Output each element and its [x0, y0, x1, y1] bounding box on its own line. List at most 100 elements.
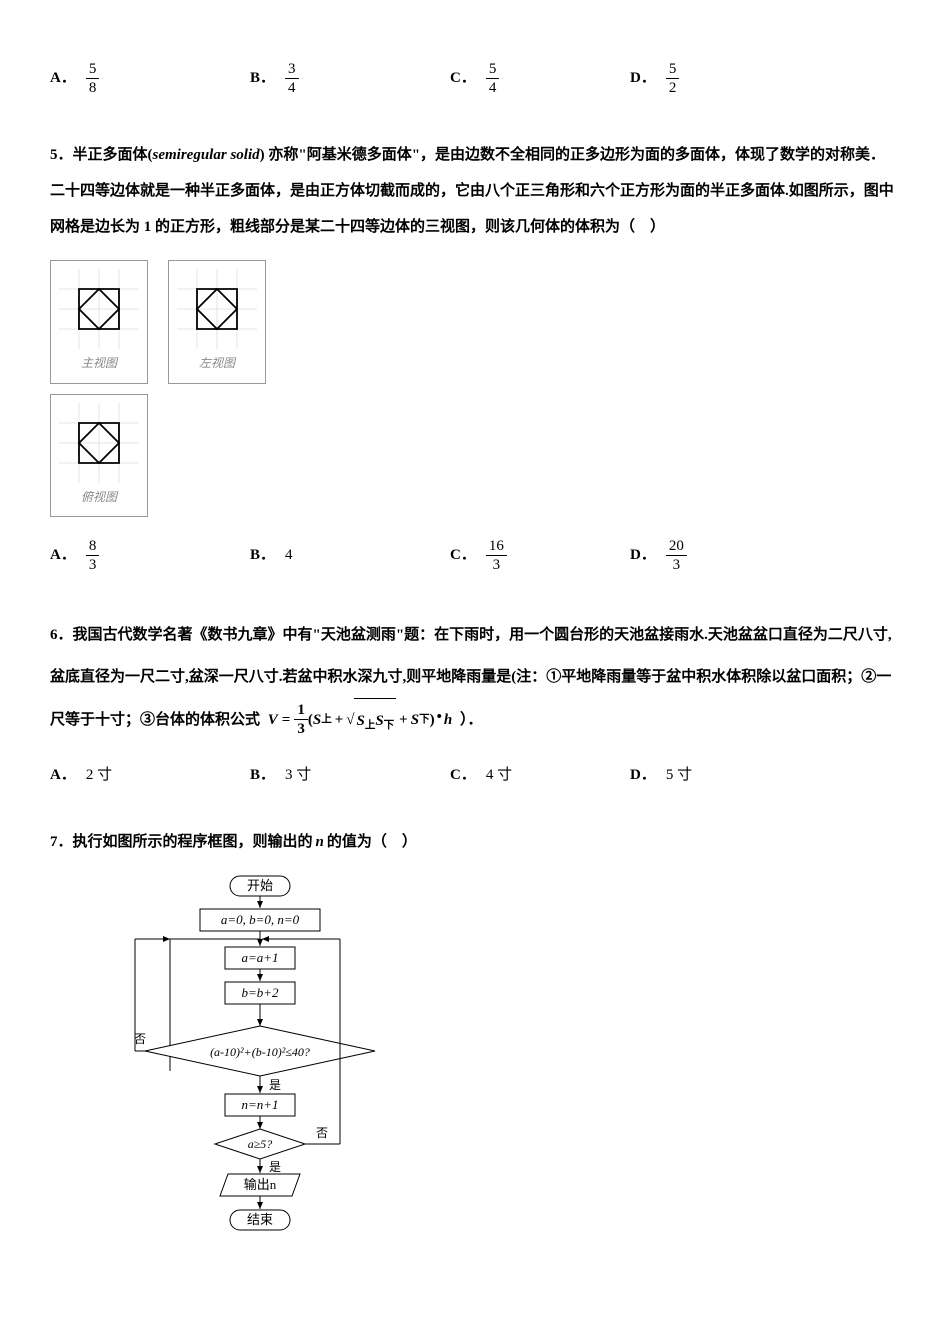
choice-label-d: D． — [630, 65, 656, 92]
top-view-box: 俯视图 — [50, 394, 148, 518]
numerator: 5 — [486, 60, 500, 79]
choice-a: A． 2 寸 — [50, 762, 250, 789]
q5-text-1: 半正多面体( — [73, 147, 153, 163]
choice-b: B． 3 4 — [250, 60, 450, 97]
numerator: 1 — [294, 701, 308, 720]
fc-step-a: a=a+1 — [241, 950, 278, 965]
choice-label-a: A． — [50, 542, 76, 569]
fraction-d: 20 3 — [666, 537, 687, 574]
numerator: 8 — [86, 537, 100, 556]
fc-cond2: a≥5? — [248, 1137, 273, 1151]
q6-number: 6． — [50, 627, 73, 643]
q6-text-2: ）． — [460, 712, 483, 728]
left-view-label: 左视图 — [177, 353, 257, 375]
q6-choices: A． 2 寸 B． 3 寸 C． 4 寸 D． 5 寸 — [50, 762, 900, 789]
formula-V: V — [268, 699, 278, 741]
q7-text-2: 的值为（ ） — [327, 834, 417, 850]
fc-init: a=0, b=0, n=0 — [221, 912, 300, 927]
denominator: 3 — [670, 556, 684, 574]
q5-italic: semiregular solid — [153, 147, 260, 163]
choice-label-a: A． — [50, 65, 76, 92]
choice-c: C． 5 4 — [450, 60, 630, 97]
denominator: 3 — [86, 556, 100, 574]
main-view-svg — [59, 269, 139, 349]
choice-c: C． 16 3 — [450, 537, 630, 574]
fraction-c: 16 3 — [486, 537, 507, 574]
value-a: 2 寸 — [86, 762, 112, 789]
fraction-a: 5 8 — [86, 60, 100, 97]
value-b: 3 寸 — [285, 762, 311, 789]
fc-yes-1: 是 — [269, 1078, 281, 1092]
q7-text: 执行如图所示的程序框图，则输出的 — [73, 834, 313, 850]
left-view-box: 左视图 — [168, 260, 266, 384]
choice-a: A． 5 8 — [50, 60, 250, 97]
q6-text: 6．我国古代数学名著《数书九章》中有"天池盆测雨"题：在下雨时，用一个圆台形的天… — [50, 614, 900, 742]
denominator: 8 — [86, 79, 100, 97]
top-view-svg — [59, 403, 139, 483]
numerator: 5 — [666, 60, 680, 79]
choice-d: D． 5 寸 — [630, 762, 810, 789]
formula-S-down: S — [411, 699, 419, 741]
fraction-d: 5 2 — [666, 60, 680, 97]
numerator: 20 — [666, 537, 687, 556]
question-6: 6．我国古代数学名著《数书九章》中有"天池盆测雨"题：在下雨时，用一个圆台形的天… — [50, 614, 900, 742]
choice-label-c: C． — [450, 65, 476, 92]
denominator: 3 — [294, 720, 308, 738]
choice-d: D． 20 3 — [630, 537, 810, 574]
denominator: 4 — [285, 79, 299, 97]
sqrt-sub-up: 上 — [365, 720, 376, 731]
sqrt-content: S上S下 — [354, 698, 396, 742]
fc-no-2: 否 — [316, 1126, 328, 1140]
sqrt-s-up: S — [356, 700, 364, 742]
numerator: 16 — [486, 537, 507, 556]
formula-frac: 1 3 — [294, 701, 308, 738]
flowchart: 开始 a=0, b=0, n=0 a=a+1 b=b+2 (a-10)²+(b-… — [110, 871, 900, 1251]
q7-number: 7． — [50, 834, 73, 850]
question-7: 7．执行如图所示的程序框图，则输出的n的值为（ ） — [50, 829, 900, 856]
left-view-svg — [177, 269, 257, 349]
sub-up: 上 — [321, 705, 332, 734]
fc-start: 开始 — [247, 878, 273, 893]
formula-h: h — [444, 699, 452, 741]
sqrt-s-down: S — [375, 700, 383, 742]
fc-yes-2: 是 — [269, 1160, 281, 1174]
views-row-1: 主视图 左视图 — [50, 260, 900, 384]
q5-choices: A． 8 3 B． 4 C． 16 3 D． 20 3 — [50, 537, 900, 574]
fc-end: 结束 — [247, 1212, 273, 1227]
fc-output: 输出n — [244, 1177, 277, 1192]
main-view-label: 主视图 — [59, 353, 139, 375]
choice-label-c: C． — [450, 542, 476, 569]
choice-b: B． 3 寸 — [250, 762, 450, 789]
value-c: 4 寸 — [486, 762, 512, 789]
choice-label-c: C． — [450, 762, 476, 789]
sub-down: 下 — [419, 705, 430, 734]
three-views-diagram: 主视图 左视图 — [50, 260, 900, 517]
choice-label-b: B． — [250, 65, 275, 92]
fc-step-n: n=n+1 — [241, 1097, 278, 1112]
denominator: 4 — [486, 79, 500, 97]
top-view-label: 俯视图 — [59, 487, 139, 509]
choice-d: D． 5 2 — [630, 60, 810, 97]
choice-label-d: D． — [630, 762, 656, 789]
fc-no-1: 否 — [134, 1032, 146, 1046]
choice-c: C． 4 寸 — [450, 762, 630, 789]
views-row-2: 俯视图 — [50, 394, 900, 518]
q4-choices: A． 5 8 B． 3 4 C． 5 4 D． 5 2 — [50, 60, 900, 97]
flowchart-svg: 开始 a=0, b=0, n=0 a=a+1 b=b+2 (a-10)²+(b-… — [110, 871, 430, 1241]
q5-number: 5． — [50, 147, 73, 163]
choice-a: A． 8 3 — [50, 537, 250, 574]
value-d: 5 寸 — [666, 762, 692, 789]
fraction-c: 5 4 — [486, 60, 500, 97]
q7-n: n — [316, 829, 324, 856]
q5-text: 5．半正多面体(semiregular solid) 亦称"阿基米德多面体"，是… — [50, 147, 894, 235]
denominator: 2 — [666, 79, 680, 97]
value-b: 4 — [285, 542, 293, 569]
question-5: 5．半正多面体(semiregular solid) 亦称"阿基米德多面体"，是… — [50, 137, 900, 245]
sqrt-sub-down: 下 — [384, 720, 395, 731]
main-view-box: 主视图 — [50, 260, 148, 384]
choice-label-b: B． — [250, 762, 275, 789]
formula-S-up: S — [313, 699, 321, 741]
choice-b: B． 4 — [250, 537, 450, 574]
fc-step-b: b=b+2 — [241, 985, 279, 1000]
choice-label-d: D． — [630, 542, 656, 569]
